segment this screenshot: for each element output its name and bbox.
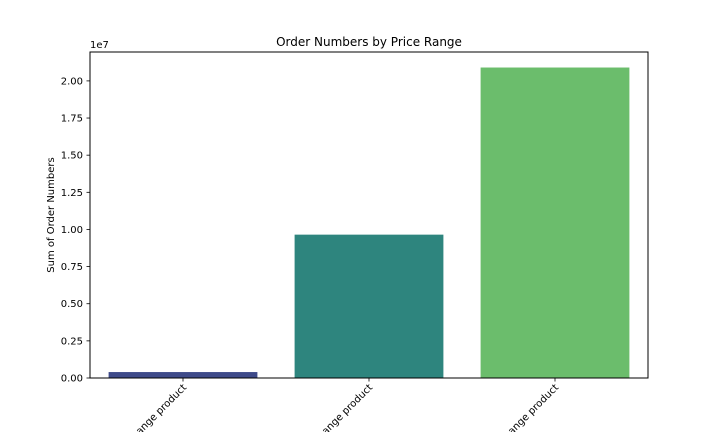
bar-3 [480, 67, 630, 379]
y-tick-label: 0.25 [61, 336, 83, 347]
x-tick-label: ange product [134, 382, 189, 432]
y-tick-label: 1.25 [61, 188, 83, 199]
y-tick-label: 1.50 [61, 151, 83, 162]
plot-frame [89, 51, 649, 379]
y-tick-label: 0.75 [61, 262, 83, 273]
x-ticks-group: ange product ange product ange product [134, 378, 561, 432]
y-axis-label: Sum of Order Numbers [46, 157, 57, 272]
y-tick-label: 1.00 [61, 225, 83, 236]
bar-1 [108, 372, 258, 378]
x-tick-label: ange product [506, 382, 561, 432]
bar-2 [294, 234, 444, 378]
y-tick-label: 1.75 [61, 114, 83, 125]
y-offset-text: 1e7 [90, 40, 109, 51]
y-ticks-group: 0.00 0.25 0.50 0.75 1.00 1.25 1.50 1.75 2.00 [61, 76, 90, 385]
x-tick-label: ange product [320, 382, 375, 432]
y-tick-label: 2.00 [61, 76, 83, 87]
chart-title: Order Numbers by Price Range [276, 35, 462, 49]
y-tick-label: 0.00 [61, 374, 83, 385]
y-tick-label: 0.50 [61, 299, 83, 310]
bars-group [108, 67, 630, 379]
